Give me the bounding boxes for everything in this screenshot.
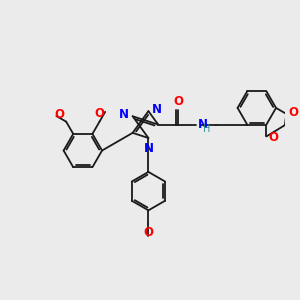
Text: N: N — [143, 142, 153, 155]
Text: O: O — [289, 106, 298, 119]
Text: O: O — [269, 131, 279, 144]
Text: O: O — [173, 94, 183, 108]
Text: N: N — [198, 118, 208, 130]
Text: O: O — [94, 107, 104, 120]
Text: N: N — [152, 103, 162, 116]
Text: O: O — [55, 107, 64, 121]
Text: O: O — [143, 226, 153, 239]
Text: H: H — [202, 124, 210, 134]
Text: N: N — [119, 108, 129, 122]
